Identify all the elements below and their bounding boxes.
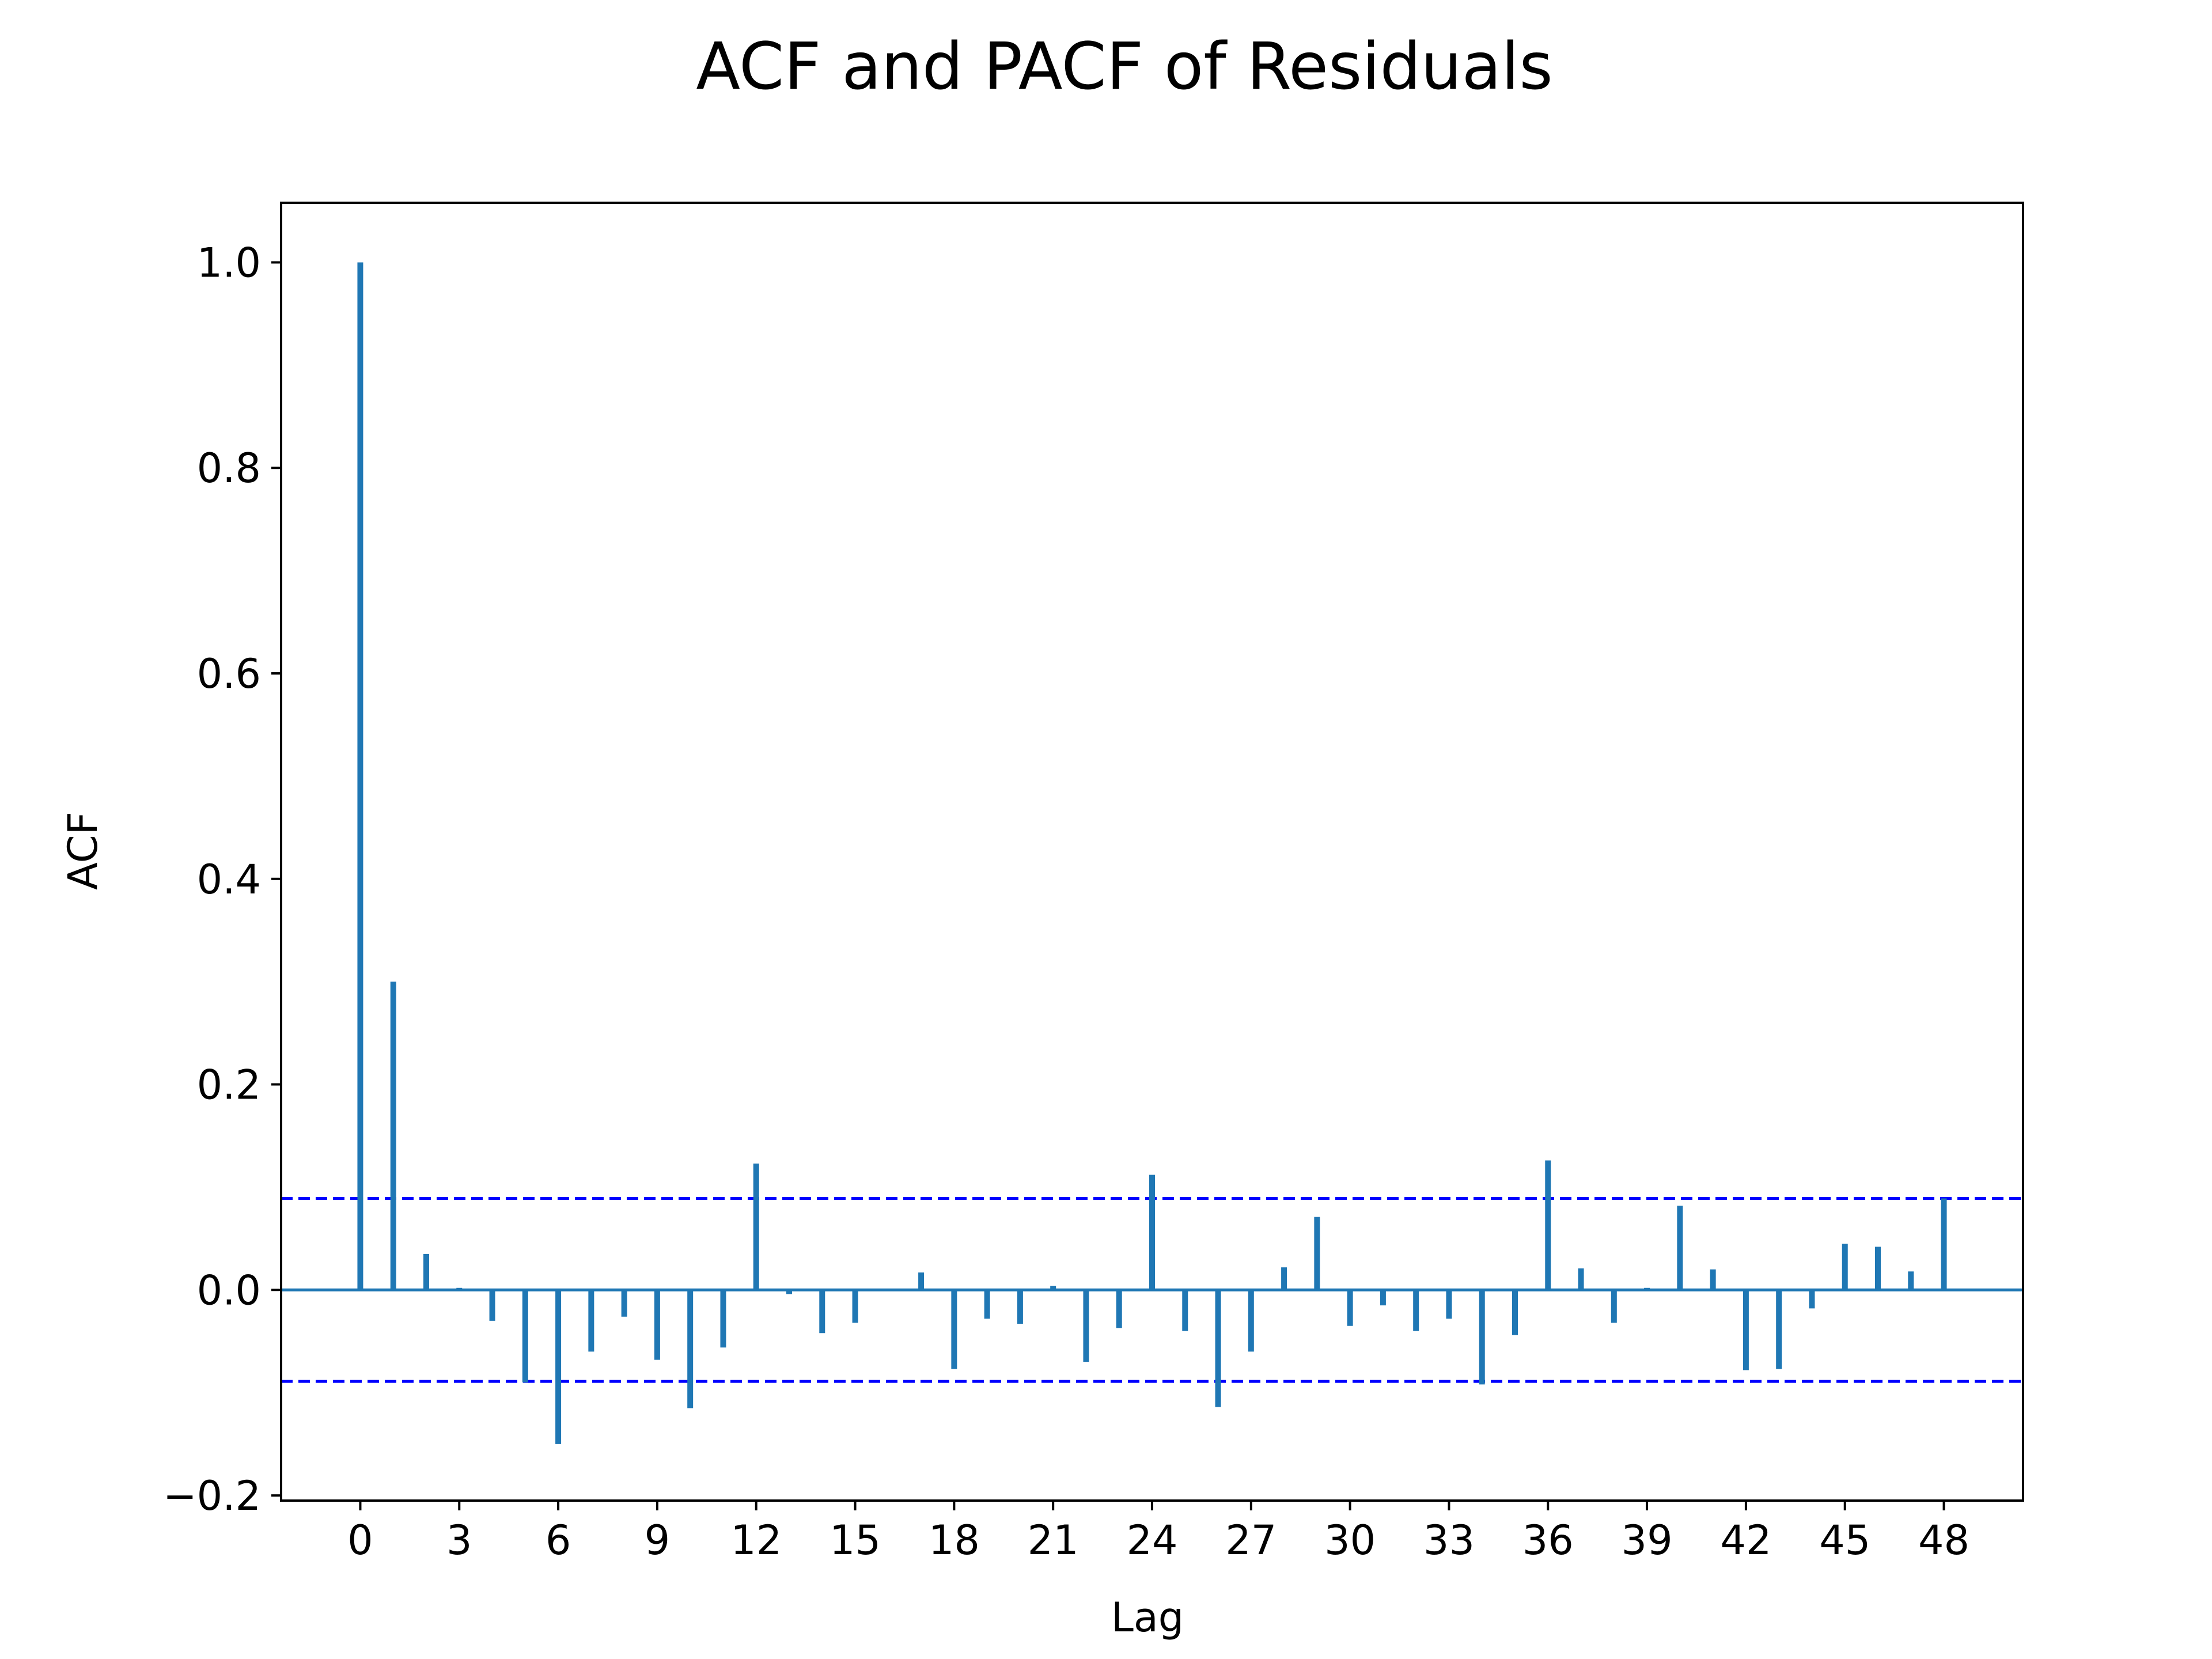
y-tick-label: −0.2 xyxy=(163,1472,261,1520)
x-tick-label: 9 xyxy=(645,1517,671,1564)
plot-area xyxy=(280,202,2024,1502)
x-tick-label: 27 xyxy=(1225,1517,1277,1564)
x-tick-label: 0 xyxy=(347,1517,373,1564)
y-tick-label: 0.4 xyxy=(197,856,261,903)
plot-frame xyxy=(280,202,2024,1502)
x-tick-label: 21 xyxy=(1028,1517,1079,1564)
x-tick-label: 6 xyxy=(546,1517,571,1564)
x-tick-label: 18 xyxy=(929,1517,980,1564)
chart-title: ACF and PACF of Residuals xyxy=(696,29,1552,104)
y-tick-label: 0.0 xyxy=(197,1267,261,1314)
y-tick-label: 0.6 xyxy=(197,650,261,698)
x-tick-label: 48 xyxy=(1918,1517,1969,1564)
y-axis: −0.2 0.0 0.2 0.4 0.6 0.8 1.0 xyxy=(163,239,281,1520)
x-tick-label: 36 xyxy=(1522,1517,1574,1564)
x-tick-label: 12 xyxy=(730,1517,782,1564)
x-tick-label: 33 xyxy=(1423,1517,1475,1564)
y-tick-label: 0.8 xyxy=(197,445,261,492)
x-tick-label: 24 xyxy=(1126,1517,1177,1564)
y-tick-label: 1.0 xyxy=(197,239,261,286)
x-tick-label: 42 xyxy=(1720,1517,1771,1564)
acf-stems xyxy=(357,262,1947,1444)
x-tick-label: 39 xyxy=(1622,1517,1673,1564)
x-tick-label: 3 xyxy=(446,1517,472,1564)
y-axis-label: ACF xyxy=(59,812,107,890)
x-axis: 0 3 6 9 12 15 18 21 24 27 30 33 36 39 42 45 48 xyxy=(347,1501,1969,1564)
y-tick-label: 0.2 xyxy=(197,1062,261,1109)
x-tick-label: 45 xyxy=(1819,1517,1870,1564)
x-tick-label: 15 xyxy=(830,1517,881,1564)
x-tick-label: 30 xyxy=(1324,1517,1376,1564)
x-axis-label: Lag xyxy=(1111,1594,1184,1641)
